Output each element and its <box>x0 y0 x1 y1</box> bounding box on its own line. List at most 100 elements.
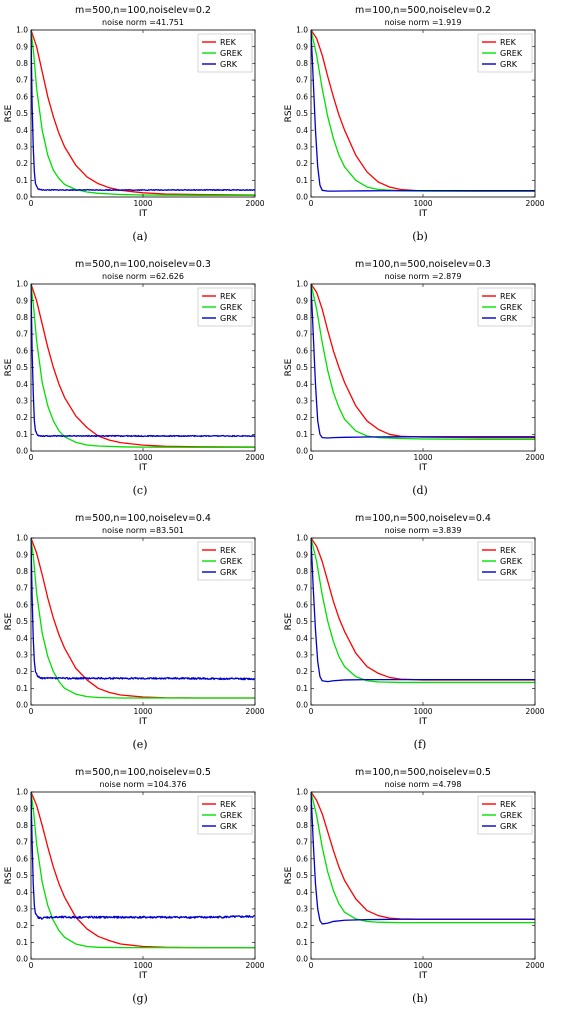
legend: REK GREK GRK <box>477 541 533 581</box>
y-tick-label: 0.5 <box>16 363 28 372</box>
y-tick-label: 0.5 <box>16 871 28 880</box>
y-tick-label: 0.2 <box>296 921 308 930</box>
x-tick-label: 1000 <box>133 199 152 208</box>
y-tick-label: 0.7 <box>296 76 308 85</box>
x-tick-label: 1000 <box>413 961 432 970</box>
panel-caption: (c) <box>132 484 148 497</box>
y-tick-label: 0.7 <box>16 330 28 339</box>
y-tick-label: 1.0 <box>16 26 28 35</box>
y-tick-label: 0.4 <box>16 888 28 897</box>
chart-subtitle: noise norm =2.879 <box>385 272 462 281</box>
x-tick-label: 2000 <box>245 453 264 462</box>
chart-svg: m=500,n=100,noiselev=0.5 noise norm =104.… <box>4 767 265 981</box>
legend-label-grk: GRK <box>220 314 238 323</box>
legend-label-grek: GREK <box>220 557 243 566</box>
legend-label-grek: GREK <box>500 557 523 566</box>
legend-label-rek: REK <box>220 800 237 809</box>
y-tick-label: 0.0 <box>16 955 28 964</box>
chart-svg: m=100,n=500,noiselev=0.3 noise norm =2.87… <box>284 259 545 473</box>
y-axis-label: RSE <box>284 612 294 630</box>
y-tick-label: 0.5 <box>296 109 308 118</box>
y-tick-label: 0.3 <box>296 905 308 914</box>
series-line-grek <box>31 29 255 196</box>
x-tick-label: 2000 <box>525 199 544 208</box>
y-tick-label: 0.6 <box>16 346 28 355</box>
chart-title: m=100,n=500,noiselev=0.2 <box>355 5 491 16</box>
chart-panel: m=100,n=500,noiselev=0.2 noise norm =1.91… <box>280 0 560 254</box>
y-tick-label: 0.1 <box>16 430 28 439</box>
chart-svg: m=100,n=500,noiselev=0.5 noise norm =4.79… <box>284 767 545 981</box>
y-tick-label: 0.7 <box>16 838 28 847</box>
legend-label-rek: REK <box>500 38 517 47</box>
y-tick-label: 0.5 <box>296 363 308 372</box>
legend-label-grk: GRK <box>500 568 518 577</box>
y-tick-label: 0.5 <box>296 871 308 880</box>
x-tick-label: 0 <box>29 707 34 716</box>
y-tick-label: 0.1 <box>296 430 308 439</box>
y-tick-label: 0.0 <box>16 701 28 710</box>
y-tick-label: 0.9 <box>16 550 28 559</box>
chart-svg: m=500,n=100,noiselev=0.3 noise norm =62.6… <box>4 259 265 473</box>
y-tick-label: 0.7 <box>16 584 28 593</box>
x-axis-label: IT <box>139 463 148 473</box>
y-tick-label: 0.3 <box>16 905 28 914</box>
legend-label-grek: GREK <box>500 303 523 312</box>
x-axis-label: IT <box>139 971 148 981</box>
y-tick-label: 0.8 <box>296 313 308 322</box>
y-axis-label: RSE <box>284 866 294 884</box>
series-line-grk <box>311 537 535 683</box>
y-tick-label: 0.6 <box>296 346 308 355</box>
y-tick-label: 0.2 <box>16 921 28 930</box>
legend-label-rek: REK <box>500 800 517 809</box>
y-tick-label: 0.7 <box>16 76 28 85</box>
chart-title: m=500,n=100,noiselev=0.2 <box>75 5 211 16</box>
legend-label-grek: GREK <box>500 49 523 58</box>
legend-label-grk: GRK <box>500 822 518 831</box>
series-line-grek <box>311 537 535 684</box>
legend: REK GREK GRK <box>197 541 253 581</box>
chart-panel: m=100,n=500,noiselev=0.4 noise norm =3.83… <box>280 508 560 762</box>
y-tick-label: 0.4 <box>296 634 308 643</box>
y-tick-label: 1.0 <box>16 534 28 543</box>
series-line-grk <box>31 791 255 920</box>
x-tick-label: 1000 <box>133 453 152 462</box>
panel-caption: (d) <box>412 484 428 497</box>
x-axis-label: IT <box>139 717 148 727</box>
legend: REK GREK GRK <box>477 795 533 835</box>
plot-area <box>311 537 535 684</box>
plot-area <box>31 537 255 699</box>
series-line-grek <box>311 283 535 440</box>
panel-caption: (h) <box>412 992 428 1005</box>
x-tick-label: 0 <box>29 199 34 208</box>
y-axis-label: RSE <box>4 358 14 376</box>
legend-label-grk: GRK <box>500 60 518 69</box>
y-tick-label: 1.0 <box>16 788 28 797</box>
series-line-grek <box>31 537 255 699</box>
x-tick-label: 1000 <box>133 707 152 716</box>
chart-subtitle: noise norm =1.919 <box>385 18 462 27</box>
y-tick-label: 0.3 <box>16 397 28 406</box>
chart-panel: m=100,n=500,noiselev=0.3 noise norm =2.87… <box>280 254 560 508</box>
x-tick-label: 2000 <box>245 961 264 970</box>
y-tick-label: 0.0 <box>16 447 28 456</box>
legend-label-rek: REK <box>220 546 237 555</box>
y-tick-label: 0.6 <box>296 92 308 101</box>
plot-area <box>31 29 255 196</box>
y-tick-label: 0.1 <box>296 176 308 185</box>
y-tick-label: 0.4 <box>296 126 308 135</box>
y-tick-label: 0.8 <box>16 313 28 322</box>
y-tick-label: 0.3 <box>16 651 28 660</box>
y-tick-label: 1.0 <box>296 788 308 797</box>
legend: REK GREK GRK <box>477 33 533 73</box>
y-axis-label: RSE <box>4 866 14 884</box>
legend-label-grek: GREK <box>220 303 243 312</box>
x-tick-label: 1000 <box>413 199 432 208</box>
legend-label-rek: REK <box>220 292 237 301</box>
x-axis-label: IT <box>419 209 428 219</box>
y-tick-label: 0.9 <box>296 804 308 813</box>
chart-subtitle: noise norm =83.501 <box>102 526 184 535</box>
y-tick-label: 0.9 <box>16 42 28 51</box>
y-tick-label: 1.0 <box>296 26 308 35</box>
x-tick-label: 2000 <box>525 707 544 716</box>
